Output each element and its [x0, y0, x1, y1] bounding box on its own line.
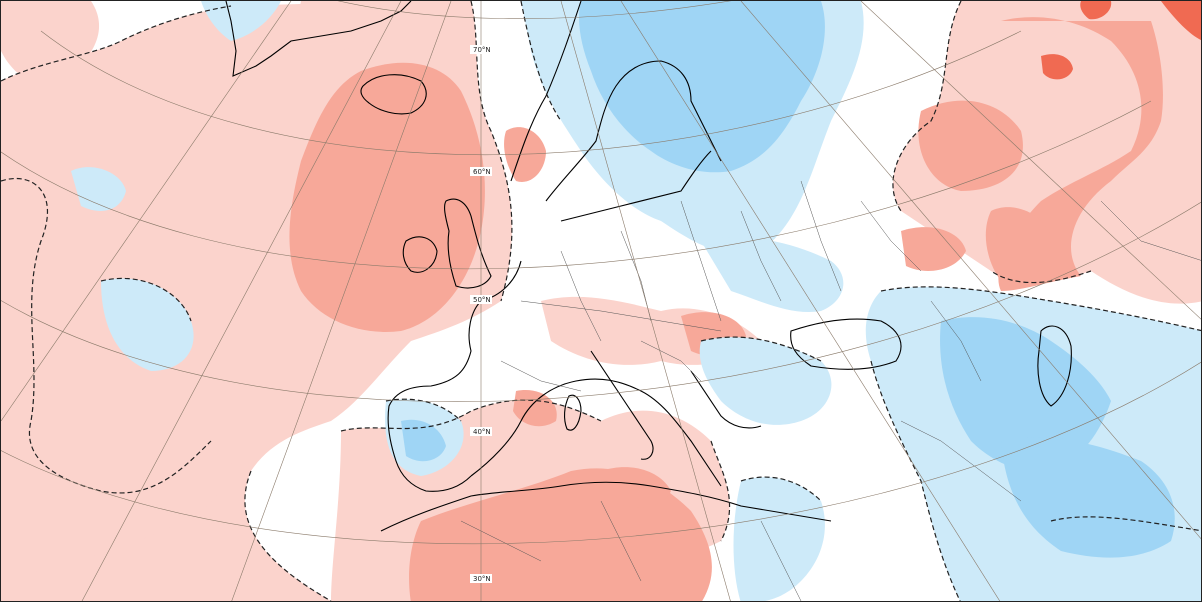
- britain-coast: [444, 198, 492, 289]
- warm-mid-anomaly-areas: [289, 17, 1163, 601]
- north-africa-coast: [380, 481, 832, 532]
- cool-mid-anomaly-areas: [401, 1, 1175, 558]
- caspian-coast: [1037, 325, 1072, 407]
- lat-label-40: 40°N: [470, 427, 492, 436]
- latitude-40: [1, 201, 1201, 402]
- latitude-label-70: 70°N: [473, 46, 491, 54]
- greenland-coast: [225, 1, 412, 77]
- baltic-coast: [560, 150, 712, 222]
- italy-coast: [590, 350, 654, 460]
- lat-label-50: 50°N: [470, 295, 492, 304]
- sardinia-coast: [564, 394, 582, 431]
- lat-label-70: 70°N: [470, 45, 492, 54]
- latitude-label-60: 60°N: [473, 168, 491, 176]
- meridian-e20: [560, 1, 731, 601]
- country-borders: [460, 180, 1201, 601]
- iceland-coast: [360, 74, 427, 115]
- meridian-e80: [860, 1, 1201, 320]
- sweden-finland-coast: [545, 60, 722, 202]
- meridian-w40: [1, 1, 292, 422]
- latitude-label-30: 30°N: [473, 575, 491, 583]
- meridian-w30: [81, 1, 402, 601]
- coastlines: [225, 1, 1072, 532]
- latitude-labels: 70°N 60°N 50°N 40°N 30°N: [470, 45, 492, 583]
- latitude-60: [40, 30, 1022, 156]
- meridian-e60: [740, 1, 1201, 540]
- warm-strong-anomaly-areas: [1041, 1, 1201, 80]
- greece-coast: [690, 370, 762, 429]
- latitude-30: [1, 361, 1201, 545]
- mediterranean-north-coast: [470, 378, 722, 487]
- latitude-70: [338, 1, 732, 19]
- black-sea-coast: [790, 318, 902, 370]
- lat-label-60: 60°N: [470, 167, 492, 176]
- latitude-label-40: 40°N: [473, 428, 491, 436]
- latitude-50: [1, 100, 1152, 270]
- latitude-label-50: 50°N: [473, 296, 491, 304]
- meridian-e40: [620, 1, 1001, 601]
- lat-label-30: 30°N: [470, 574, 492, 583]
- meridian-w20: [231, 1, 452, 601]
- norway-coast: [510, 1, 582, 182]
